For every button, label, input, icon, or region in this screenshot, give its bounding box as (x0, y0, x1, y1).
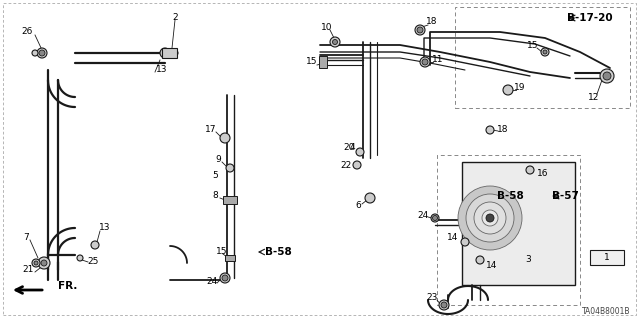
Text: 9: 9 (215, 155, 221, 165)
Text: TA04B8001B: TA04B8001B (582, 307, 630, 315)
Text: 22: 22 (340, 160, 351, 169)
Text: FR.: FR. (58, 281, 77, 291)
Text: 20: 20 (343, 144, 355, 152)
Circle shape (220, 273, 230, 283)
Circle shape (226, 164, 234, 172)
Circle shape (439, 300, 449, 310)
Text: 14: 14 (486, 261, 498, 270)
Circle shape (486, 214, 494, 222)
Circle shape (333, 40, 337, 44)
Circle shape (356, 148, 364, 156)
Text: 15: 15 (216, 248, 228, 256)
Text: B-57: B-57 (552, 191, 579, 201)
Circle shape (220, 133, 230, 143)
Text: 3: 3 (525, 256, 531, 264)
Circle shape (34, 261, 38, 265)
Circle shape (603, 72, 611, 80)
Text: 25: 25 (87, 257, 99, 266)
Text: 6: 6 (355, 201, 361, 210)
Circle shape (32, 50, 38, 56)
Circle shape (466, 194, 514, 242)
Text: B-58: B-58 (497, 191, 524, 201)
Circle shape (431, 214, 439, 222)
Bar (225, 255, 235, 261)
Circle shape (160, 48, 170, 58)
Circle shape (461, 238, 469, 246)
Text: 23: 23 (426, 293, 438, 302)
Circle shape (37, 48, 47, 58)
Circle shape (486, 126, 494, 134)
Circle shape (41, 260, 47, 266)
Text: 1: 1 (604, 253, 610, 262)
Circle shape (330, 37, 340, 47)
Text: 13: 13 (156, 65, 168, 75)
Text: 24: 24 (206, 278, 218, 286)
Bar (590, 250, 624, 265)
Circle shape (415, 25, 425, 35)
Circle shape (77, 255, 83, 261)
Circle shape (474, 202, 506, 234)
Circle shape (476, 256, 484, 264)
Text: 24: 24 (417, 211, 429, 220)
Text: 2: 2 (172, 12, 178, 21)
Text: 18: 18 (497, 125, 509, 135)
Bar (223, 196, 237, 204)
Circle shape (420, 57, 430, 67)
Circle shape (541, 48, 549, 56)
Circle shape (458, 186, 522, 250)
Text: 18: 18 (426, 18, 438, 26)
Bar (162, 48, 177, 58)
Text: 13: 13 (99, 224, 111, 233)
Text: 5: 5 (212, 170, 218, 180)
Text: 4: 4 (349, 144, 355, 152)
Circle shape (38, 257, 50, 269)
Circle shape (172, 50, 178, 56)
Circle shape (422, 59, 428, 65)
Text: 7: 7 (23, 233, 29, 241)
Text: B-58: B-58 (264, 247, 291, 257)
Circle shape (32, 259, 40, 267)
Text: B-17-20: B-17-20 (567, 13, 613, 23)
Text: 17: 17 (205, 125, 217, 135)
Text: 16: 16 (537, 168, 548, 177)
Text: 12: 12 (588, 93, 600, 101)
Text: 10: 10 (321, 23, 333, 32)
Bar (437, 155, 580, 305)
Text: 19: 19 (515, 84, 525, 93)
Circle shape (433, 216, 438, 220)
Circle shape (543, 50, 547, 54)
Circle shape (417, 27, 423, 33)
Bar (455, 7, 630, 108)
Text: 14: 14 (447, 234, 459, 242)
Circle shape (365, 193, 375, 203)
Circle shape (91, 241, 99, 249)
Circle shape (600, 69, 614, 83)
Circle shape (39, 50, 45, 56)
Bar (462, 162, 575, 285)
Text: 11: 11 (432, 56, 444, 64)
Circle shape (526, 166, 534, 174)
Circle shape (441, 302, 447, 308)
Circle shape (482, 210, 498, 226)
Bar (319, 56, 327, 68)
Circle shape (503, 85, 513, 95)
Text: 21: 21 (22, 265, 34, 275)
Text: 15: 15 (527, 41, 539, 49)
Text: 26: 26 (21, 27, 33, 36)
Circle shape (353, 161, 361, 169)
Text: 15: 15 (307, 57, 317, 66)
Text: 8: 8 (212, 191, 218, 201)
Circle shape (222, 275, 228, 281)
